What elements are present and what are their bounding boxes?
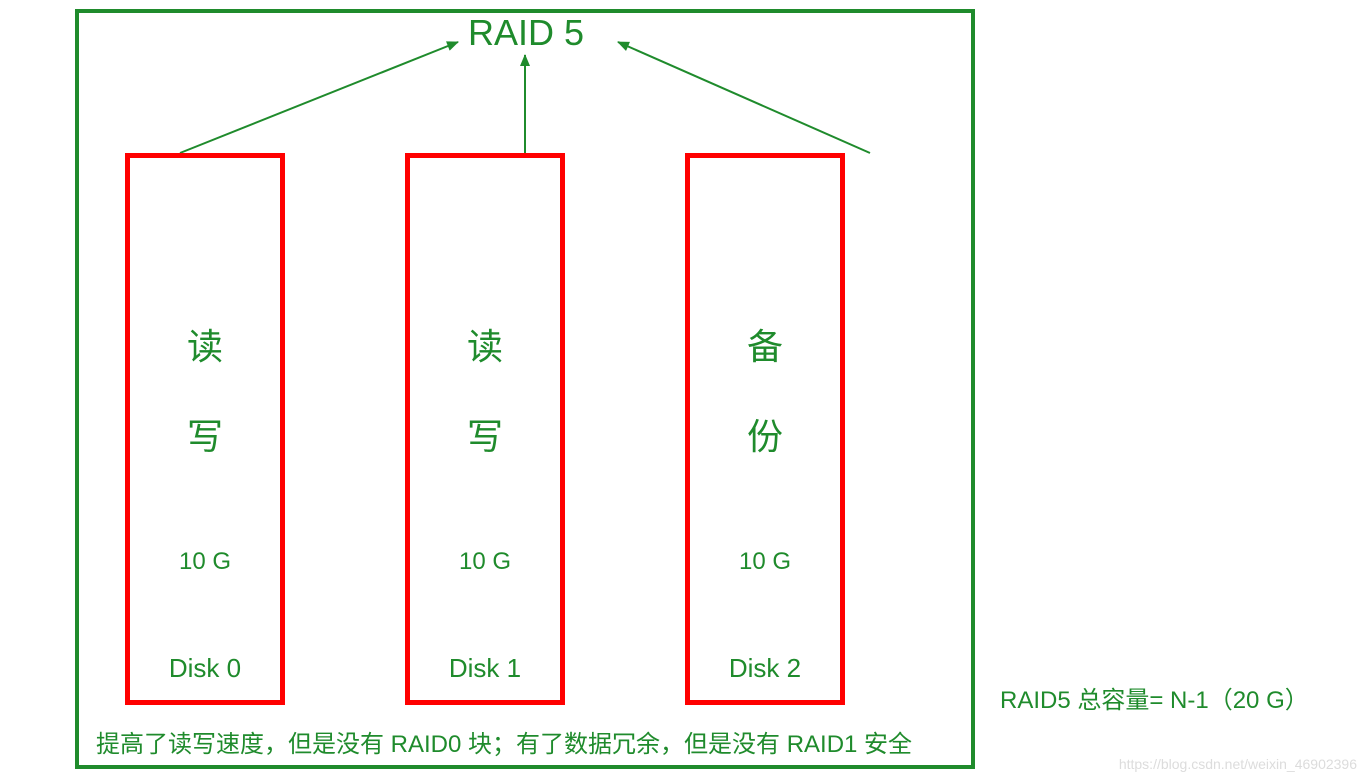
- disk0-line1: 读: [130, 318, 280, 370]
- disk-box-2: 备 份 10 G Disk 2: [685, 153, 845, 705]
- disk0-label: Disk 0: [130, 653, 280, 684]
- disk-box-1: 读 写 10 G Disk 1: [405, 153, 565, 705]
- disk1-capacity: 10 G: [410, 548, 560, 576]
- disk1-line2: 写: [410, 408, 560, 460]
- diagram-title: RAID 5: [468, 12, 584, 54]
- watermark-text: https://blog.csdn.net/weixin_46902396: [1119, 756, 1357, 772]
- disk2-line2: 份: [690, 408, 840, 460]
- disk-box-0: 读 写 10 G Disk 0: [125, 153, 285, 705]
- disk1-line1: 读: [410, 318, 560, 370]
- disk2-capacity: 10 G: [690, 548, 840, 576]
- bottom-caption: 提高了读写速度，但是没有 RAID0 块；有了数据冗余，但是没有 RAID1 安…: [96, 724, 912, 759]
- disk0-line2: 写: [130, 408, 280, 460]
- disk2-label: Disk 2: [690, 653, 840, 684]
- disk0-capacity: 10 G: [130, 548, 280, 576]
- side-note: RAID5 总容量= N-1（20 G）: [1000, 680, 1309, 715]
- disk2-line1: 备: [690, 318, 840, 370]
- disk1-label: Disk 1: [410, 653, 560, 684]
